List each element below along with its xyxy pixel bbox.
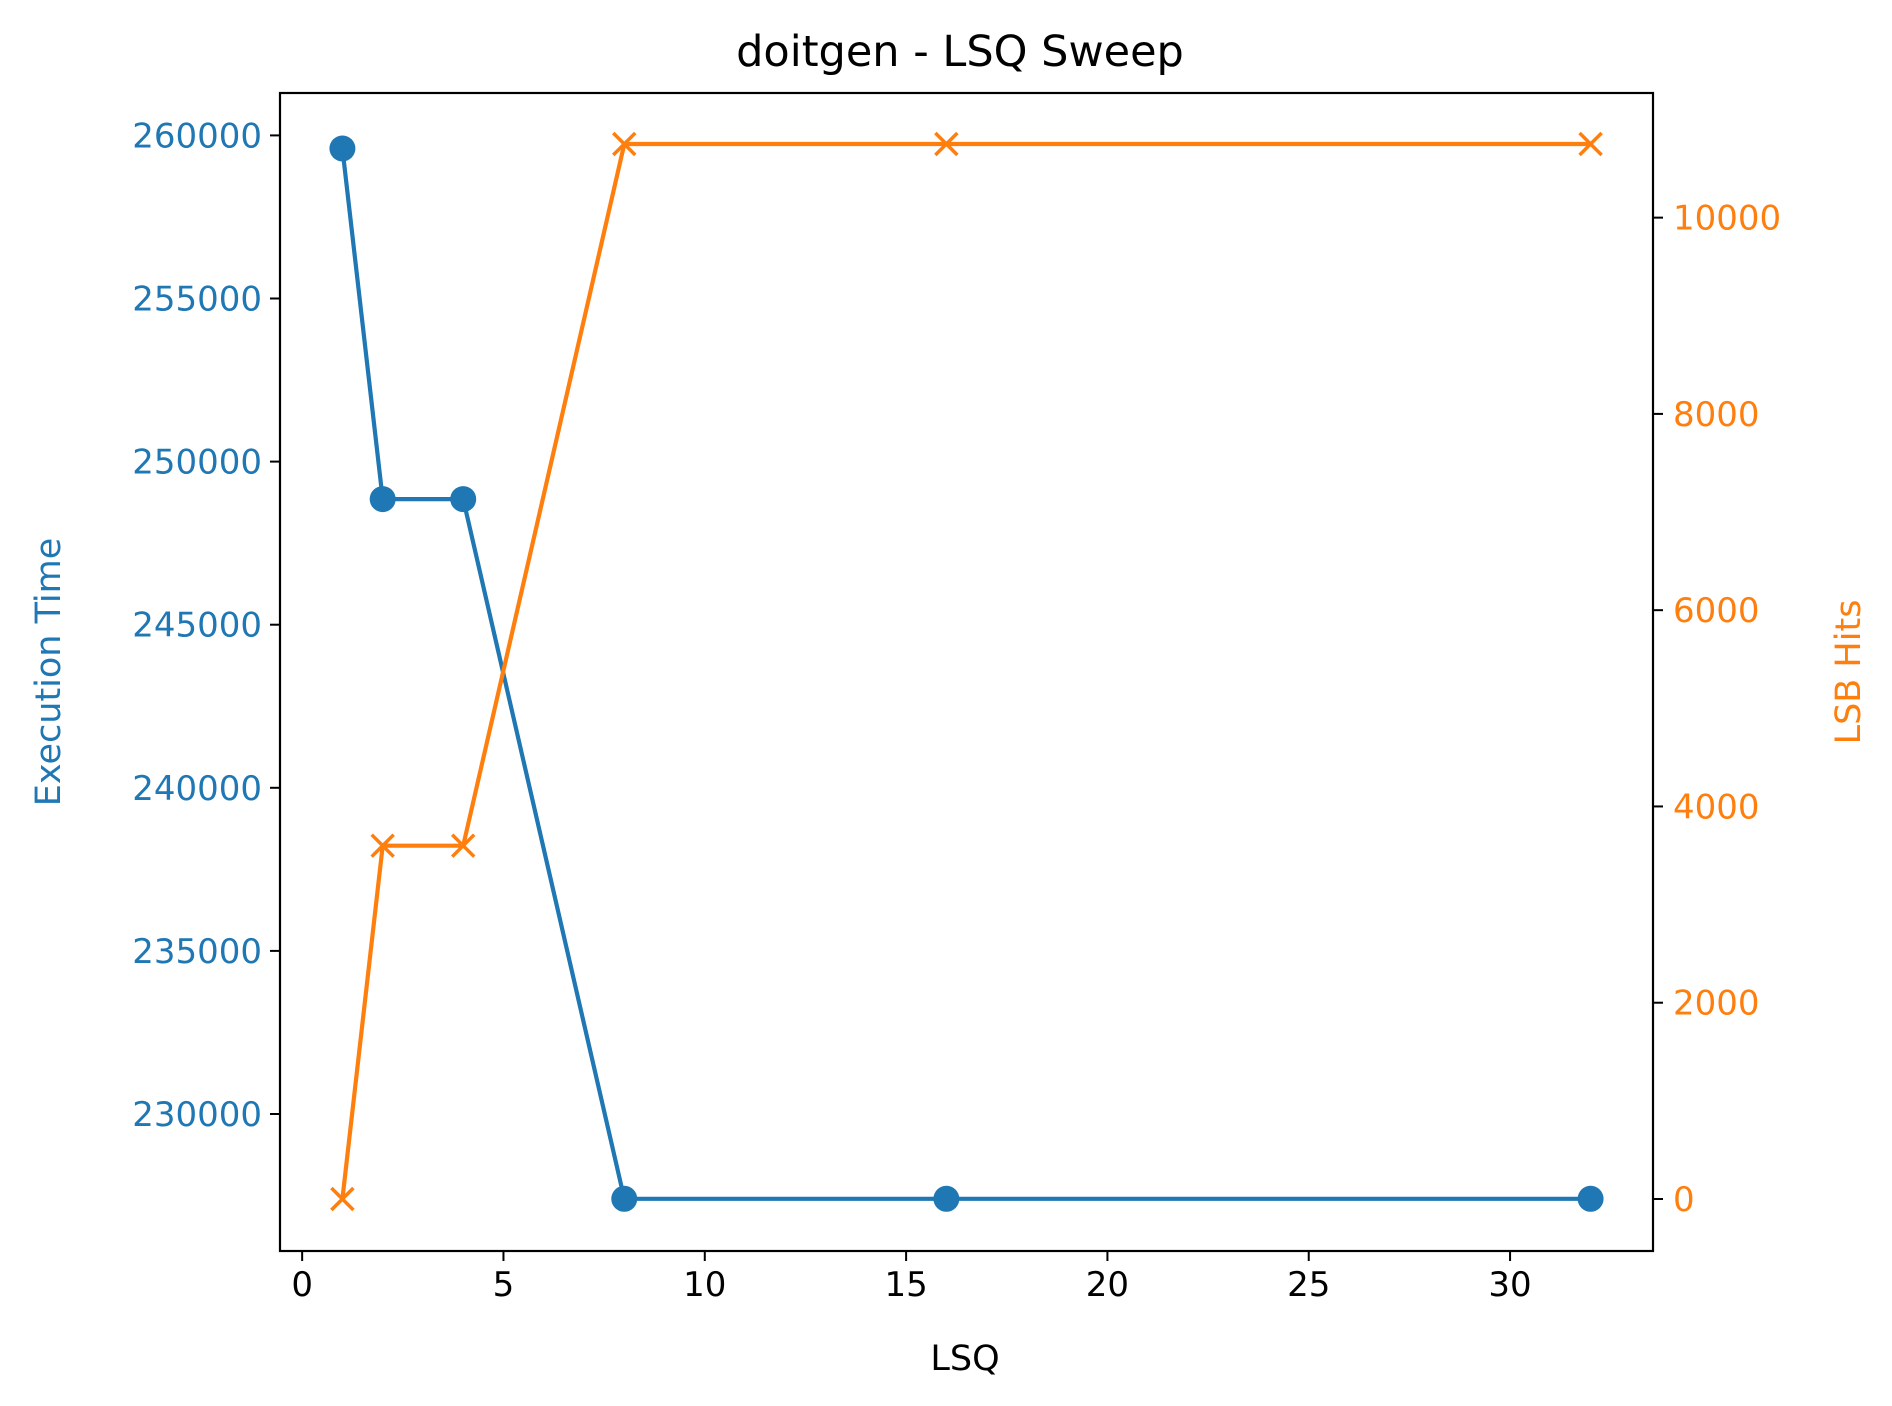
y-axis-left: 230000 235000 240000 245000 250000 255000 2600… bbox=[132, 116, 280, 1135]
x-tick-label: 0 bbox=[291, 1265, 313, 1305]
y-axis-right-label: LSB Hits bbox=[1829, 600, 1869, 745]
plot-frame bbox=[278, 91, 1655, 1253]
data-point-execution-time bbox=[450, 486, 477, 513]
x-tick-label: 10 bbox=[683, 1265, 726, 1305]
data-point-lsb-hits bbox=[370, 833, 395, 858]
series-line-execution-time bbox=[340, 148, 1591, 1201]
y-right-tick-label: 0 bbox=[1673, 1180, 1695, 1220]
y-left-tick-label: 260000 bbox=[132, 116, 262, 156]
data-point-lsb-hits bbox=[612, 131, 637, 157]
data-point-lsb-hits bbox=[450, 833, 476, 858]
x-tick-label: 5 bbox=[493, 1265, 515, 1305]
data-point-lsb-hits bbox=[934, 131, 959, 157]
y-left-tick-label: 245000 bbox=[132, 606, 262, 646]
y-left-tick-label: 235000 bbox=[132, 932, 262, 972]
y-right-tick-label: 2000 bbox=[1673, 984, 1760, 1024]
data-point-execution-time bbox=[369, 486, 396, 513]
x-tick-label: 30 bbox=[1488, 1265, 1531, 1305]
x-tick-label: 15 bbox=[884, 1265, 927, 1305]
y-left-tick-label: 250000 bbox=[132, 443, 262, 483]
series-line-lsb-hits bbox=[340, 141, 1591, 1200]
chart-title: doitgen - LSQ Sweep bbox=[736, 27, 1184, 77]
y-left-tick-label: 230000 bbox=[132, 1095, 262, 1135]
y-right-tick-label: 10000 bbox=[1673, 199, 1781, 239]
y-axis-right: 0 2000 4000 6000 8000 10000 bbox=[1653, 199, 1781, 1220]
data-point-execution-time bbox=[933, 1185, 960, 1212]
y-left-tick-label: 240000 bbox=[132, 769, 262, 809]
data-point-execution-time bbox=[1577, 1185, 1604, 1212]
y-right-tick-label: 6000 bbox=[1673, 591, 1760, 631]
plot-area bbox=[329, 131, 1604, 1212]
y-right-tick-label: 4000 bbox=[1673, 787, 1760, 827]
data-point-execution-time bbox=[329, 135, 356, 162]
data-point-execution-time bbox=[611, 1185, 638, 1212]
x-axis-label: LSQ bbox=[930, 1339, 999, 1379]
y-left-tick-label: 255000 bbox=[132, 280, 262, 320]
x-axis: 0 5 10 15 20 25 30 bbox=[291, 1251, 1532, 1305]
data-point-lsb-hits bbox=[1578, 131, 1603, 157]
y-axis-left-label: Execution Time bbox=[29, 538, 69, 807]
x-tick-label: 25 bbox=[1287, 1265, 1330, 1305]
y-right-tick-label: 8000 bbox=[1673, 395, 1760, 435]
x-tick-label: 20 bbox=[1086, 1265, 1129, 1305]
data-point-lsb-hits bbox=[330, 1186, 355, 1212]
